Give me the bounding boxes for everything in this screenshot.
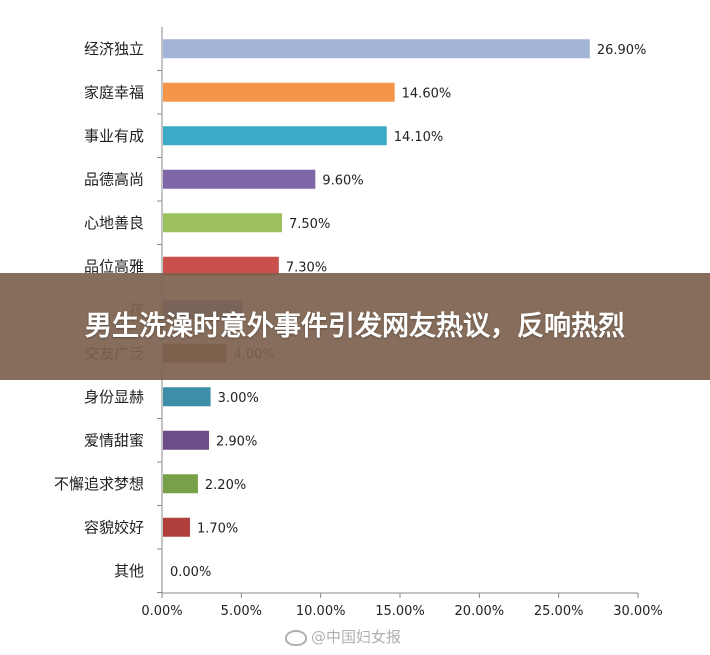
x-tick-label-1: 5.00% (221, 604, 262, 619)
value-label-1: 14.60% (402, 86, 452, 101)
category-label-12: 其他 (114, 562, 144, 580)
x-tick-label-4: 20.00% (455, 604, 505, 619)
x-tick-label-0: 0.00% (141, 604, 182, 619)
watermark: @中国妇女报 (285, 626, 401, 647)
category-label-9: 爱情甜蜜 (84, 431, 144, 449)
bar-5 (163, 256, 279, 276)
bar-9 (163, 430, 210, 450)
value-label-3: 9.60% (322, 173, 363, 188)
bar-11 (163, 517, 190, 537)
x-tick-label-6: 30.00% (613, 604, 663, 619)
value-label-10: 2.20% (205, 478, 246, 493)
bar-10 (163, 474, 198, 494)
weibo-logo-icon (285, 629, 307, 646)
category-label-5: 品位高雅 (84, 257, 144, 275)
headline-text: 男生洗澡时意外事件引发网友热议，反响热烈 (85, 310, 625, 342)
category-label-11: 容貌姣好 (84, 518, 144, 536)
category-label-0: 经济独立 (84, 40, 144, 58)
value-label-12: 0.00% (170, 565, 211, 580)
value-label-5: 7.30% (286, 260, 327, 275)
x-tick-label-2: 10.00% (296, 604, 346, 619)
category-label-2: 事业有成 (84, 127, 144, 145)
value-label-2: 14.10% (394, 130, 444, 145)
headline-banner: 男生洗澡时意外事件引发网友热议，反响热烈 (0, 273, 710, 380)
category-label-8: 身份显赫 (84, 388, 144, 406)
value-label-11: 1.70% (197, 521, 238, 536)
bar-1 (163, 82, 395, 102)
bar-8 (163, 387, 211, 407)
bar-0 (163, 39, 590, 59)
value-label-9: 2.90% (216, 434, 257, 449)
bar-3 (163, 169, 316, 189)
x-tick-label-3: 15.00% (375, 604, 425, 619)
category-label-3: 品德高尚 (84, 170, 144, 188)
category-label-1: 家庭幸福 (84, 83, 144, 101)
x-axis-ticks: 0.00% 5.00% 10.00% 15.00% 20.00% 25.00% 30.00% (141, 593, 663, 619)
value-label-4: 7.50% (289, 217, 330, 232)
watermark-text: @中国妇女报 (311, 628, 402, 646)
x-tick-label-5: 25.00% (534, 604, 584, 619)
category-label-4: 心地善良 (84, 214, 144, 232)
category-label-10: 不懈追求梦想 (54, 475, 144, 493)
value-label-8: 3.00% (218, 391, 259, 406)
bar-4 (163, 213, 282, 233)
bar-2 (163, 126, 387, 146)
value-label-0: 26.90% (597, 43, 647, 58)
